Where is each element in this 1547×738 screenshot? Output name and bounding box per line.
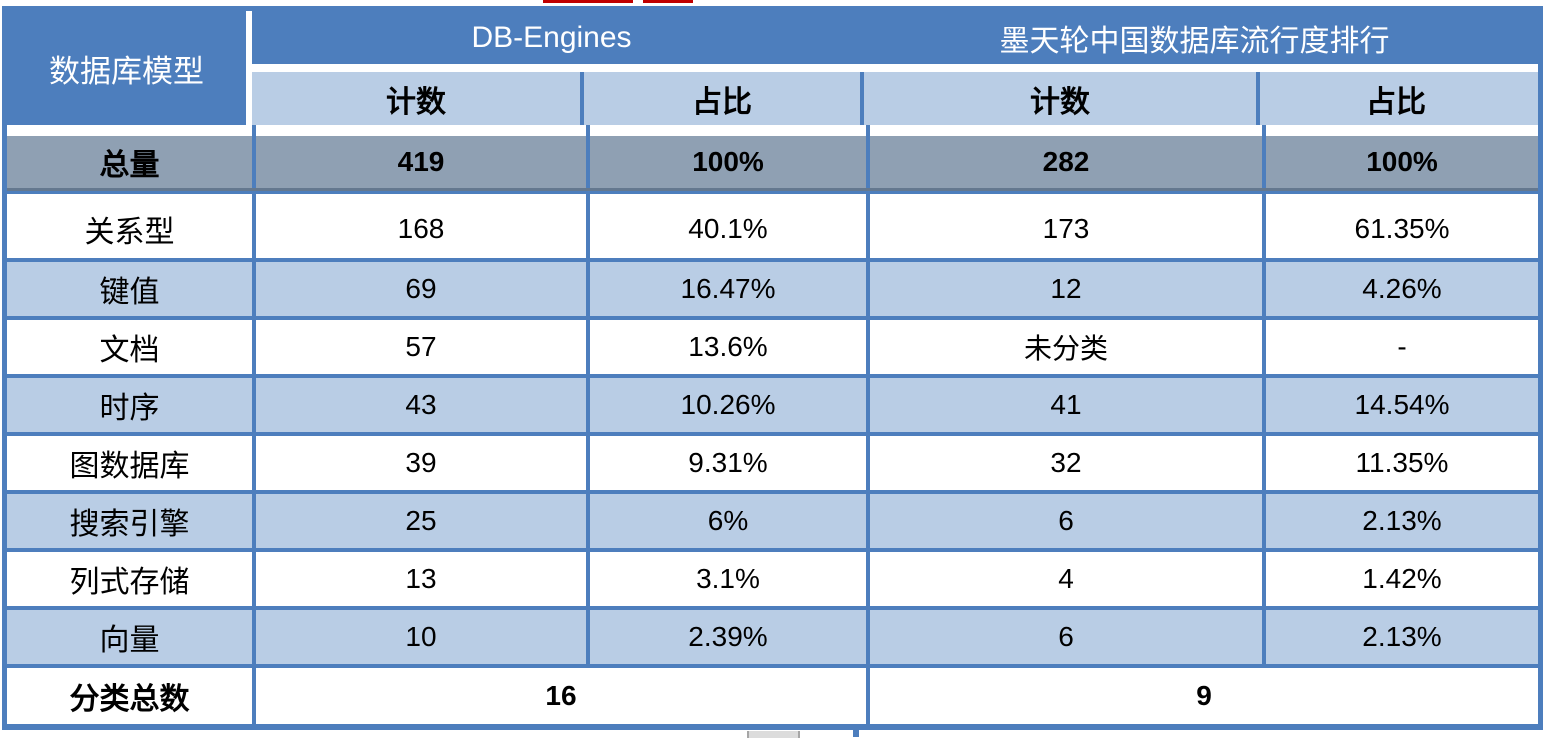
- group-header-modb-ranking: 墨天轮中国数据库流行度排行: [999, 24, 1390, 58]
- value-cell: 43: [252, 378, 586, 432]
- row-gap: [7, 191, 1538, 200]
- value-cell: 61.35%: [1262, 200, 1538, 258]
- value-cell: 9.31%: [586, 436, 866, 490]
- value-cell: 9: [866, 668, 1538, 724]
- value-cell: 100%: [586, 136, 866, 188]
- value-cell: 6%: [586, 494, 866, 548]
- value-cell: 39: [252, 436, 586, 490]
- table-row: 时序 43 10.26% 41 14.54%: [7, 374, 1538, 432]
- value-cell: 11.35%: [1262, 436, 1538, 490]
- row-label-cell: 键值: [99, 276, 160, 309]
- value-cell: 173: [866, 200, 1262, 258]
- table-row: 搜索引擎 25 6% 6 2.13%: [7, 490, 1538, 548]
- value-cell: 10.26%: [586, 378, 866, 432]
- value-cell: 14.54%: [1262, 378, 1538, 432]
- value-cell: 13: [252, 552, 586, 606]
- corner-header-cell: 数据库模型: [7, 11, 252, 125]
- value-cell: 168: [252, 200, 586, 258]
- subheader-share-2: 占比: [1256, 72, 1532, 125]
- table-row: 键值 69 16.47% 12 4.26%: [7, 258, 1538, 316]
- group-header-db-engines: DB-Engines: [471, 20, 632, 54]
- subheader-count-1: 计数: [386, 85, 446, 119]
- row-label-cell: 关系型: [84, 216, 175, 249]
- table-row: 列式存储 13 3.1% 4 1.42%: [7, 548, 1538, 606]
- table-header: 数据库模型 DB-Engines 墨天轮中国数据库流行度排行 计数 占比 计数 …: [7, 11, 1538, 125]
- table-row: 文档 57 13.6% 未分类 -: [7, 316, 1538, 374]
- value-cell: 13.6%: [586, 320, 866, 374]
- table-row: 关系型 168 40.1% 173 61.35%: [7, 200, 1538, 258]
- value-cell: 2.13%: [1262, 494, 1538, 548]
- value-cell: 41: [866, 378, 1262, 432]
- row-label-cell: 总量: [99, 149, 160, 182]
- subheader-share-1: 占比: [580, 72, 860, 125]
- database-model-comparison-table: 数据库模型 DB-Engines 墨天轮中国数据库流行度排行 计数 占比 计数 …: [2, 6, 1543, 730]
- value-cell: 419: [252, 136, 586, 188]
- row-label-cell: 列式存储: [69, 566, 190, 599]
- value-cell: 6: [866, 610, 1262, 664]
- subheader-count-2: 计数: [860, 72, 1256, 125]
- red-underline-artifact: [643, 0, 693, 3]
- value-cell: 未分类: [866, 320, 1262, 374]
- value-cell: 4: [866, 552, 1262, 606]
- table-row: 图数据库 39 9.31% 32 11.35%: [7, 432, 1538, 490]
- value-cell: 32: [866, 436, 1262, 490]
- value-cell: 57: [252, 320, 586, 374]
- value-cell: 282: [866, 136, 1262, 188]
- value-cell: 6: [866, 494, 1262, 548]
- value-cell: 10: [252, 610, 586, 664]
- value-cell: 69: [252, 262, 586, 316]
- value-cell: 25: [252, 494, 586, 548]
- table-row-summary: 分类总数 16 9: [7, 664, 1538, 724]
- value-cell: 12: [866, 262, 1262, 316]
- row-label-cell: 图数据库: [69, 450, 190, 483]
- gray-box-artifact: [747, 731, 800, 738]
- row-label-cell: 向量: [99, 624, 160, 657]
- row-label-cell: 分类总数: [69, 683, 190, 716]
- value-cell: 16: [252, 668, 866, 724]
- row-label-cell: 文档: [99, 334, 160, 367]
- value-cell: -: [1262, 320, 1538, 374]
- column-group-row: DB-Engines 墨天轮中国数据库流行度排行: [252, 11, 1538, 64]
- value-cell: 2.39%: [586, 610, 866, 664]
- value-cell: 100%: [1262, 136, 1538, 188]
- red-underline-artifact: [543, 0, 633, 3]
- table-row-total: 总量 419 100% 282 100%: [7, 136, 1538, 191]
- row-label-cell: 时序: [99, 392, 160, 425]
- row-label-cell: 搜索引擎: [69, 508, 190, 541]
- value-cell: 3.1%: [586, 552, 866, 606]
- value-cell: 4.26%: [1262, 262, 1538, 316]
- sub-header-row: 计数 占比 计数 占比: [252, 72, 1538, 125]
- value-cell: 40.1%: [586, 200, 866, 258]
- value-cell: 2.13%: [1262, 610, 1538, 664]
- row-gap: [7, 125, 1538, 136]
- column-divider-stub-artifact: [853, 726, 859, 737]
- value-cell: 1.42%: [1262, 552, 1538, 606]
- header-gap: [252, 64, 1538, 72]
- table-row: 向量 10 2.39% 6 2.13%: [7, 606, 1538, 664]
- value-cell: 16.47%: [586, 262, 866, 316]
